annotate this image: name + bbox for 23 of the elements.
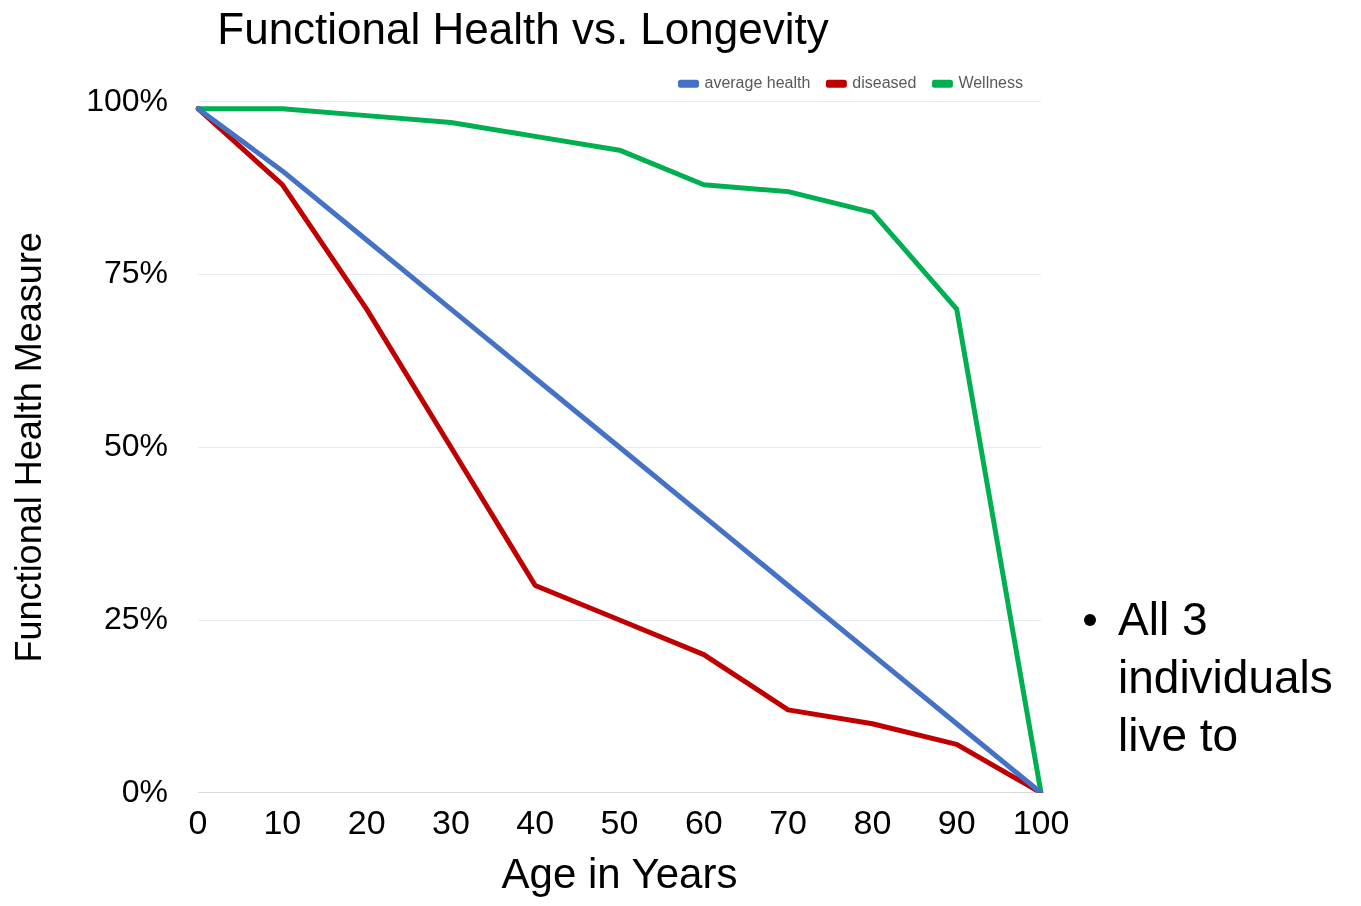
y-tick-label: 25% <box>104 599 169 636</box>
y-tick-label: 100% <box>86 81 169 118</box>
x-tick-label: 20 <box>347 802 386 841</box>
x-tick-label: 90 <box>937 802 976 841</box>
x-tick-label: 60 <box>684 802 723 841</box>
chart-title: Functional Health vs. Longevity <box>217 3 829 53</box>
legend-label: Wellness <box>958 74 1024 92</box>
x-tick-label: 70 <box>769 802 808 841</box>
legend-label: diseased <box>852 74 917 92</box>
legend-label: average health <box>704 74 811 92</box>
y-axis-title: Functional Health Measure <box>7 232 49 663</box>
y-tick-label: 50% <box>104 427 169 464</box>
y-tick-label: 0% <box>121 772 169 809</box>
x-tick-label: 40 <box>516 802 555 841</box>
x-tick-label: 0 <box>188 802 208 841</box>
x-tick-label: 50 <box>600 802 639 841</box>
x-tick-label: 80 <box>853 802 892 841</box>
text: All 3 individuals live to <box>1117 592 1334 763</box>
y-tick-label: 75% <box>104 254 169 291</box>
x-axis-title: Age in Years <box>501 850 738 898</box>
x-tick-label: 100 <box>1012 802 1070 841</box>
x-tick-label: 30 <box>432 802 470 841</box>
x-tick-label: 10 <box>263 802 302 841</box>
